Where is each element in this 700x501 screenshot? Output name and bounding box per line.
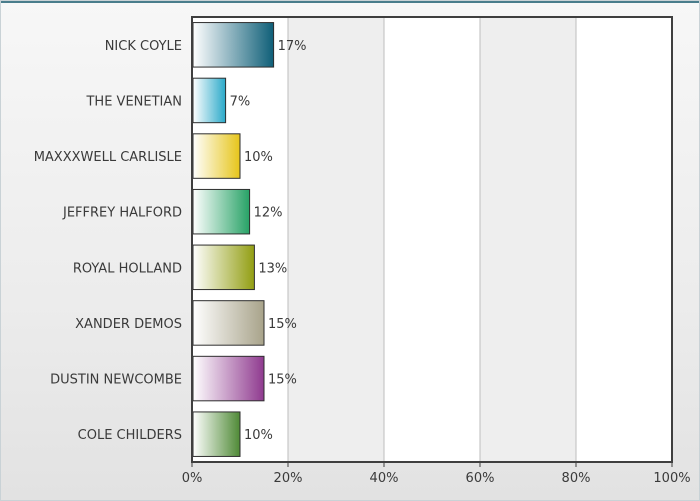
value-label: 15% [268,317,297,332]
x-tick-label: 100% [653,471,690,486]
bar-jeffrey-halford [192,188,251,235]
x-tick-label: 0% [182,471,203,486]
value-label: 10% [244,428,273,443]
x-tick-label: 40% [370,471,399,486]
category-label: THE VENETIAN [85,94,182,109]
category-label: XANDER DEMOS [75,317,182,332]
bar-maxxxwell-carlisle [192,133,241,179]
category-label: COLE CHILDERS [78,428,182,443]
plot-band [384,17,480,462]
bar-nick-coyle [192,22,275,68]
x-tick-label: 20% [274,471,303,486]
plot-band [480,17,576,462]
value-labels: 17% 7% 10% 12% 13% 15% 15% 10% [230,39,307,443]
bar-dustin-newcombe [192,355,265,402]
x-axis-ticks: 0% 20% 40% 60% 80% 100% [182,462,691,486]
plot-band [576,17,672,462]
value-label: 13% [258,261,287,276]
value-label: 12% [254,206,283,221]
category-label: NICK COYLE [105,39,182,54]
gridlines [287,17,577,462]
category-label: DUSTIN NEWCOMBE [50,373,182,388]
category-label: ROYAL HOLLAND [73,261,182,276]
bar-the-venetian [192,77,227,124]
category-label: MAXXXWELL CARLISLE [34,150,182,165]
bar-xander-demos [192,300,265,346]
plot-border [191,16,673,463]
value-label: 10% [244,150,273,165]
category-labels: NICK COYLE THE VENETIAN MAXXXWELL CARLISLE… [34,39,182,443]
plot-band [288,17,384,462]
value-label: 7% [230,94,251,109]
category-label: JEFFREY HALFORD [62,206,182,221]
bars-group [192,22,275,457]
value-label: 17% [278,39,307,54]
plot-background [192,17,672,462]
value-label: 15% [268,373,297,388]
x-tick-label: 60% [466,471,495,486]
x-tick-label: 80% [562,471,591,486]
bar-royal-holland [192,244,255,291]
bar-cole-childers [192,411,241,457]
